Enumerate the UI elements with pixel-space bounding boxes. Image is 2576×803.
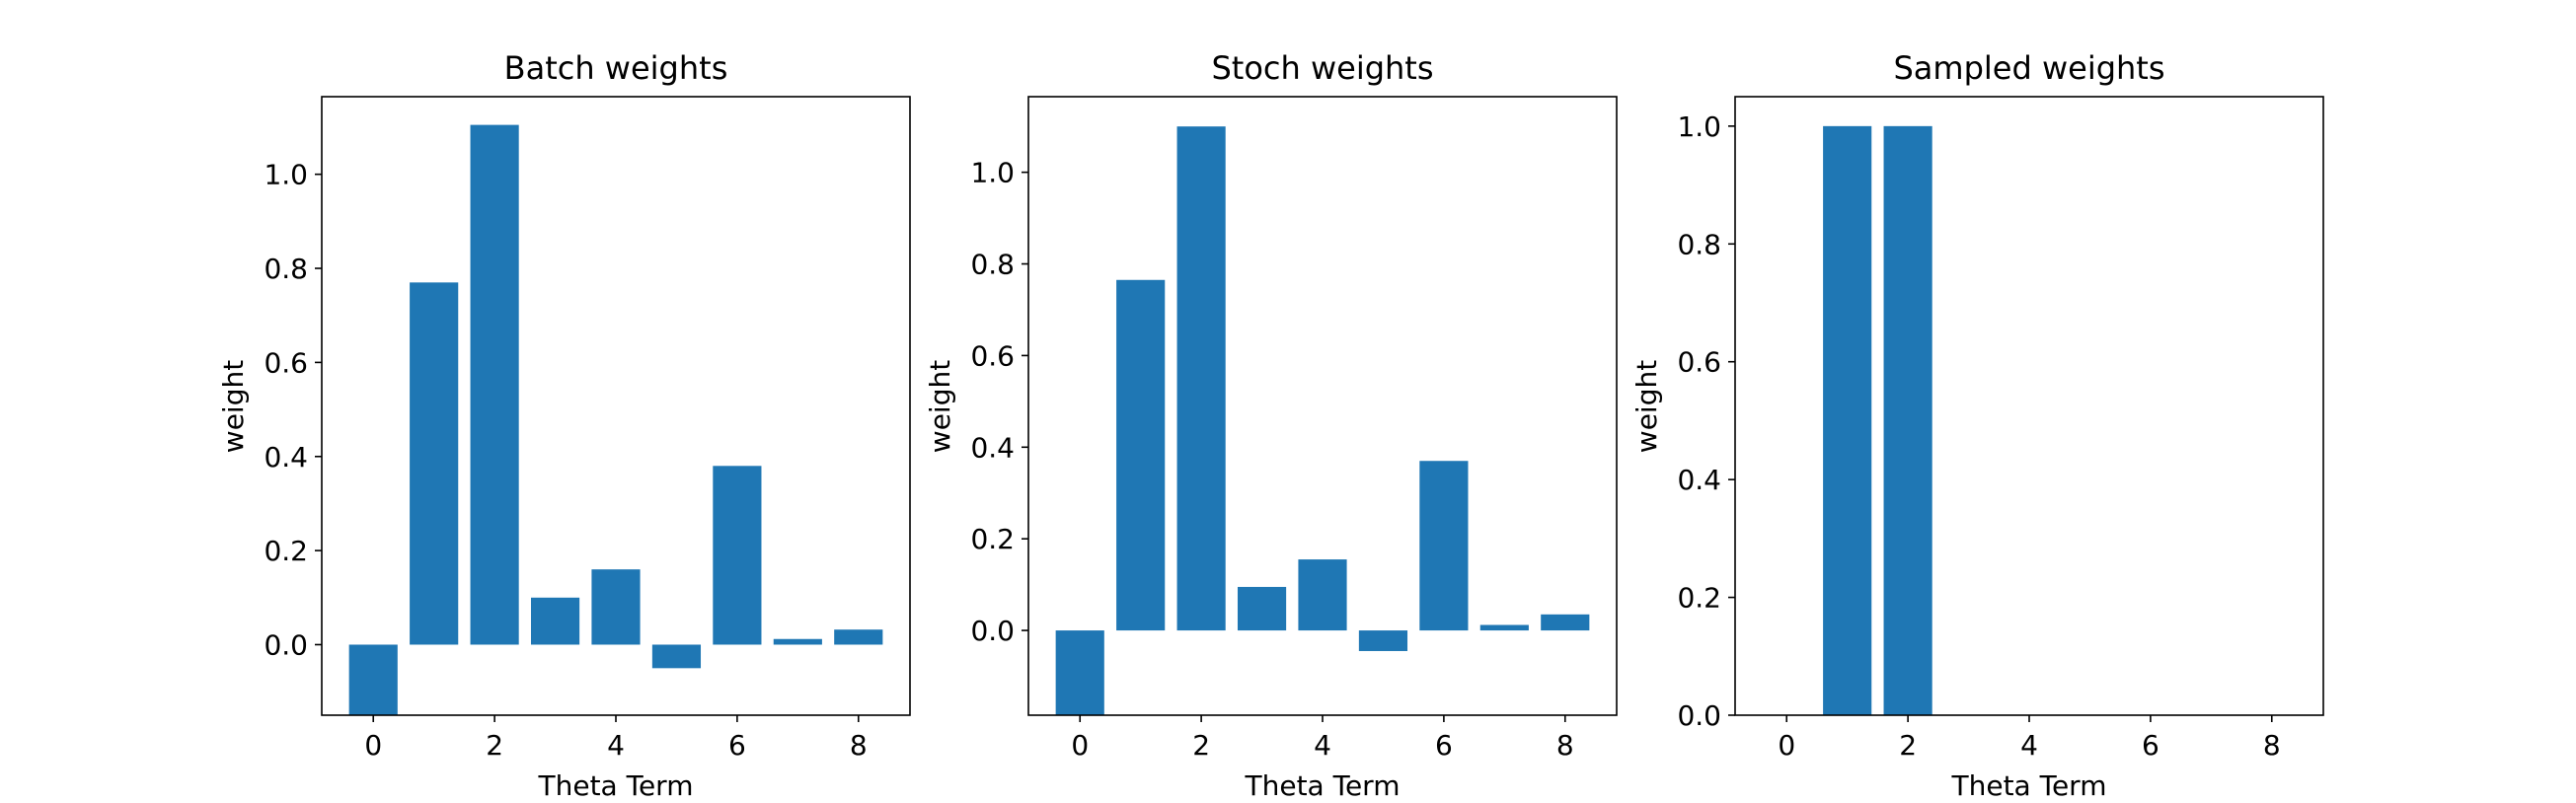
y-tick-label: 0.2 — [264, 535, 308, 567]
y-tick-label: 1.0 — [970, 157, 1015, 189]
plot-frame — [321, 96, 911, 716]
y-tick-label: 0.0 — [970, 615, 1015, 647]
bar-1 — [1823, 125, 1872, 716]
bar-group — [348, 124, 883, 715]
plot-frame — [1734, 96, 2324, 716]
y-tick-label: 1.0 — [1677, 110, 1721, 143]
x-tick-label: 0 — [1071, 729, 1089, 762]
bar-2 — [1883, 125, 1932, 716]
y-tick-label: 0.6 — [1677, 346, 1721, 379]
bar-6 — [713, 466, 762, 645]
x-tick-label: 8 — [1556, 729, 1574, 762]
x-tick-label: 2 — [1192, 729, 1210, 762]
y-tick-label: 1.0 — [264, 159, 308, 191]
y-tick-label: 0.0 — [1677, 699, 1721, 732]
y-tick-label: 0.4 — [1677, 464, 1721, 496]
plot-frame — [1027, 96, 1618, 716]
x-tick-label: 4 — [1314, 729, 1331, 762]
y-tick-label: 0.2 — [970, 523, 1015, 555]
x-axis-label: Theta Term — [538, 769, 694, 802]
bar-7 — [1479, 624, 1529, 631]
y-tick-label: 0.8 — [970, 249, 1015, 281]
y-tick-label: 0.8 — [264, 253, 308, 285]
y-tick-label: 0.2 — [1677, 582, 1721, 615]
subplot-batch-weights: Batch weights Theta Term weight 0 2 4 6 8 0.… — [217, 49, 911, 802]
x-tick-label: 4 — [607, 729, 625, 762]
bar-1 — [1116, 279, 1166, 631]
x-tick-label: 0 — [364, 729, 382, 762]
x-ticks: 0 2 4 6 8 — [1071, 715, 1574, 762]
x-ticks: 0 2 4 6 8 — [364, 715, 868, 762]
x-tick-label: 6 — [728, 729, 746, 762]
y-tick-label: 0.6 — [264, 346, 308, 379]
bar-2 — [1176, 126, 1226, 631]
bar-4 — [591, 569, 641, 645]
bar-6 — [1419, 461, 1469, 631]
y-tick-label: 0.8 — [1677, 228, 1721, 260]
bar-3 — [1237, 586, 1287, 631]
bar-5 — [1358, 630, 1408, 651]
y-tick-label: 0.0 — [264, 628, 308, 661]
x-tick-label: 6 — [2142, 729, 2159, 762]
bar-0 — [1055, 630, 1104, 715]
bar-8 — [834, 629, 883, 645]
x-tick-label: 0 — [1778, 729, 1795, 762]
x-axis-label: Theta Term — [1245, 769, 1401, 802]
y-axis-label: weight — [1630, 360, 1663, 453]
chart-title: Sampled weights — [1893, 49, 2164, 87]
x-tick-label: 2 — [486, 729, 503, 762]
x-tick-label: 8 — [850, 729, 868, 762]
bar-group — [1823, 125, 1932, 716]
y-tick-label: 0.6 — [970, 339, 1015, 372]
y-ticks: 0.0 0.2 0.4 0.6 0.8 1.0 — [264, 159, 322, 661]
x-tick-label: 6 — [1435, 729, 1453, 762]
x-axis-label: Theta Term — [1951, 769, 2107, 802]
bar-5 — [651, 644, 702, 669]
bar-7 — [773, 638, 822, 645]
subplot-stoch-weights: Stoch weights Theta Term weight 0 2 4 6 8 0.… — [924, 49, 1618, 802]
y-ticks: 0.0 0.2 0.4 0.6 0.8 1.0 — [1677, 110, 1735, 732]
y-axis-label: weight — [217, 360, 250, 453]
y-ticks: 0.0 0.2 0.4 0.6 0.8 1.0 — [970, 157, 1028, 647]
x-ticks: 0 2 4 6 8 — [1778, 715, 2281, 762]
y-axis-label: weight — [924, 360, 956, 453]
bar-group — [1055, 126, 1590, 715]
chart-title: Stoch weights — [1211, 49, 1433, 87]
bar-3 — [530, 597, 580, 645]
y-tick-label: 0.4 — [264, 441, 308, 474]
bar-1 — [410, 282, 459, 645]
bar-4 — [1298, 559, 1347, 631]
x-tick-label: 2 — [1899, 729, 1917, 762]
x-tick-label: 4 — [2020, 729, 2038, 762]
bar-0 — [348, 644, 398, 715]
bar-2 — [470, 124, 519, 645]
chart-title: Batch weights — [504, 49, 728, 87]
x-tick-label: 8 — [2263, 729, 2281, 762]
y-tick-label: 0.4 — [970, 431, 1015, 464]
bar-8 — [1541, 614, 1590, 631]
